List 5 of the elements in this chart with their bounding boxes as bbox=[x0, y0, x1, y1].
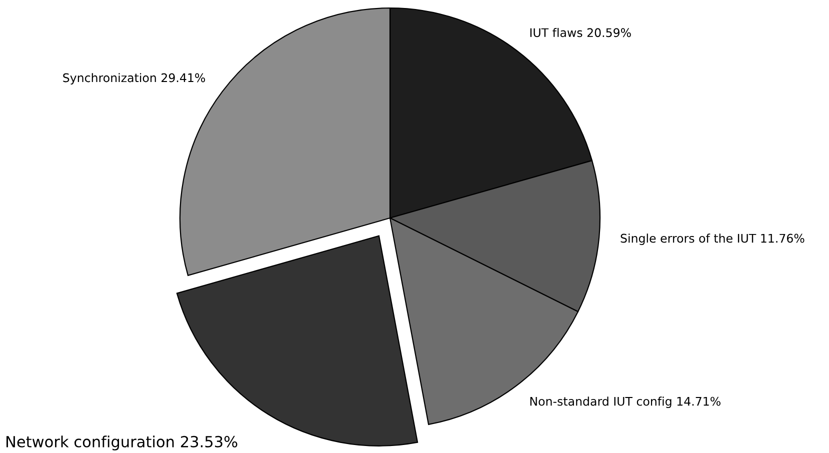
slice-label: Single errors of the IUT 11.76% bbox=[620, 234, 804, 246]
slice-label: IUT flaws 20.59% bbox=[530, 28, 631, 38]
slice-label: Network configuration 23.53% bbox=[6, 436, 238, 450]
slice-label: Synchronization 29.41% bbox=[63, 73, 206, 84]
slice-label: Non-standard IUT config 14.71% bbox=[530, 396, 720, 408]
